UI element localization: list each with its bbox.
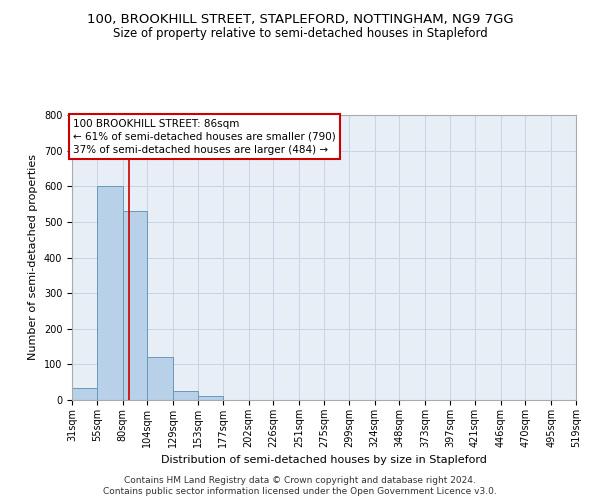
Bar <box>122 211 148 400</box>
Text: 100 BROOKHILL STREET: 86sqm
← 61% of semi-detached houses are smaller (790)
37% : 100 BROOKHILL STREET: 86sqm ← 61% of sem… <box>73 118 336 155</box>
Bar <box>198 396 223 400</box>
X-axis label: Distribution of semi-detached houses by size in Stapleford: Distribution of semi-detached houses by … <box>161 456 487 466</box>
Y-axis label: Number of semi-detached properties: Number of semi-detached properties <box>28 154 38 360</box>
Text: 100, BROOKHILL STREET, STAPLEFORD, NOTTINGHAM, NG9 7GG: 100, BROOKHILL STREET, STAPLEFORD, NOTTI… <box>86 12 514 26</box>
Bar <box>173 391 198 400</box>
Text: Contains public sector information licensed under the Open Government Licence v3: Contains public sector information licen… <box>103 487 497 496</box>
Text: Size of property relative to semi-detached houses in Stapleford: Size of property relative to semi-detach… <box>113 28 487 40</box>
Bar <box>97 186 122 400</box>
Text: Contains HM Land Registry data © Crown copyright and database right 2024.: Contains HM Land Registry data © Crown c… <box>124 476 476 485</box>
Bar <box>72 388 97 400</box>
Bar <box>148 357 173 400</box>
